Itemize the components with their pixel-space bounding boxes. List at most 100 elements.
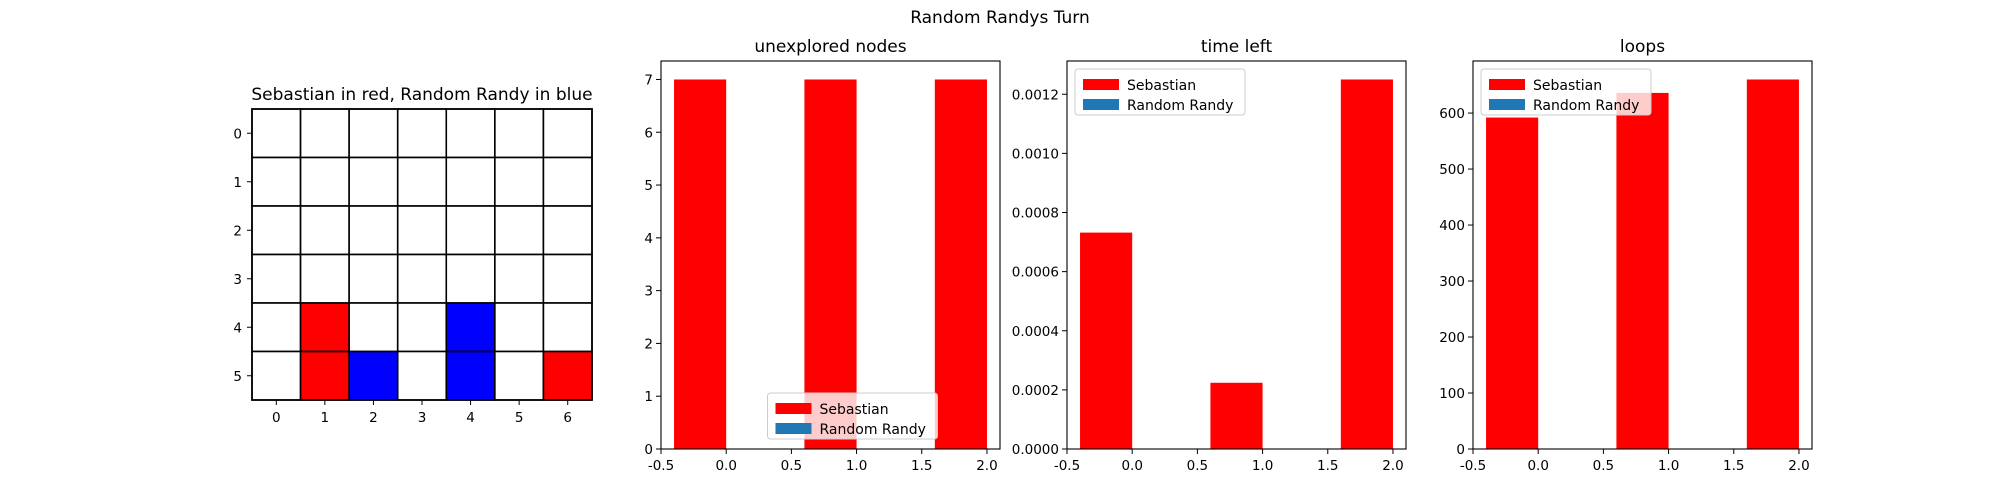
board-cell <box>348 350 399 401</box>
ytick-label: 0.0012 <box>1012 87 1059 103</box>
board-ytick-label: 5 <box>233 369 242 385</box>
bar <box>1210 382 1263 449</box>
legend-label: Sebastian <box>1127 78 1196 94</box>
board-xtick-label: 0 <box>272 410 281 426</box>
xtick-label: 2.0 <box>1788 458 1809 474</box>
board-cell <box>299 205 350 256</box>
board-ytick-label: 4 <box>233 320 242 336</box>
legend-label: Sebastian <box>820 402 889 418</box>
ytick-label: 100 <box>1439 386 1465 402</box>
board-xtick-label: 3 <box>418 410 427 426</box>
bar <box>1616 92 1669 449</box>
board-cell <box>542 350 593 401</box>
board-cell <box>445 350 496 401</box>
board-xtick-label: 4 <box>466 410 475 426</box>
board-cell <box>299 253 350 304</box>
board-cell <box>494 108 545 159</box>
xtick-label: -0.5 <box>1054 458 1080 474</box>
xtick-label: 2.0 <box>976 458 997 474</box>
board-cell <box>251 205 302 256</box>
legend-label: Random Randy <box>1127 98 1233 114</box>
chart-title: unexplored nodes <box>754 37 906 57</box>
board-ytick-label: 3 <box>233 272 242 288</box>
ytick-label: 0.0004 <box>1012 324 1059 340</box>
board-cell <box>542 253 593 304</box>
ytick-label: 0 <box>644 442 653 458</box>
board-ytick-label: 2 <box>233 223 242 239</box>
ytick-label: 0.0000 <box>1012 442 1059 458</box>
legend-label: Sebastian <box>1533 78 1602 94</box>
ytick-label: 3 <box>644 284 653 300</box>
ytick-label: 300 <box>1439 274 1465 290</box>
legend-swatch <box>1489 79 1525 90</box>
ytick-label: 200 <box>1439 330 1465 346</box>
board-cell <box>396 302 448 353</box>
board-cell <box>445 302 496 353</box>
legend-label: Random Randy <box>1533 98 1639 114</box>
legend-swatch <box>775 423 812 434</box>
board-cell <box>348 253 399 304</box>
board-xtick-label: 5 <box>515 410 524 426</box>
xtick-label: 1.0 <box>1252 458 1273 474</box>
board-cell <box>348 108 399 159</box>
board-cell <box>251 302 302 353</box>
board-cell <box>251 108 302 159</box>
board-cell <box>299 350 350 401</box>
xtick-label: 1.5 <box>1317 458 1338 474</box>
board-cell <box>251 156 302 207</box>
board-cell <box>445 108 496 159</box>
ytick-label: 0.0006 <box>1012 265 1059 281</box>
board-cell <box>445 205 496 256</box>
legend-swatch <box>1083 99 1119 110</box>
figure-suptitle: Random Randys Turn <box>910 8 1090 28</box>
xtick-label: 0.0 <box>715 458 736 474</box>
board-xtick-label: 1 <box>321 410 330 426</box>
board-cell <box>396 156 448 207</box>
bar <box>934 79 987 449</box>
board-xtick-label: 6 <box>563 410 572 426</box>
axes-frame <box>1066 60 1407 450</box>
board-cell <box>494 350 545 401</box>
xtick-label: 1.0 <box>846 458 867 474</box>
board-cell <box>251 253 302 304</box>
xtick-label: 0.5 <box>1593 458 1614 474</box>
board-ytick-label: 0 <box>233 126 242 142</box>
xtick-label: 0.0 <box>1121 458 1142 474</box>
bar <box>1080 232 1133 449</box>
ytick-label: 400 <box>1439 218 1465 234</box>
legend-swatch <box>1083 79 1119 90</box>
board-cell <box>251 350 302 401</box>
board-cell <box>542 205 593 256</box>
ytick-label: 1 <box>644 389 653 405</box>
ytick-label: 0.0010 <box>1012 146 1059 162</box>
ytick-label: 4 <box>644 231 653 247</box>
board-cell <box>299 156 350 207</box>
board-cell <box>494 302 545 353</box>
xtick-label: 2.0 <box>1382 458 1403 474</box>
ytick-label: 600 <box>1439 106 1465 122</box>
board-cell <box>445 156 496 207</box>
ytick-label: 2 <box>644 336 653 352</box>
ytick-label: 5 <box>644 178 653 194</box>
chart-title: time left <box>1201 37 1273 57</box>
xtick-label: 0.0 <box>1527 458 1548 474</box>
board-cell <box>542 302 593 353</box>
board-cell <box>348 302 399 353</box>
xtick-label: -0.5 <box>1460 458 1486 474</box>
bar <box>1746 79 1799 449</box>
board-cell <box>396 205 448 256</box>
xtick-label: -0.5 <box>648 458 674 474</box>
bar <box>1340 79 1393 449</box>
legend-label: Random Randy <box>820 422 926 438</box>
board-cell <box>445 253 496 304</box>
board-cell <box>542 108 593 159</box>
board-cell <box>494 253 545 304</box>
board-cell <box>542 156 593 207</box>
board-cell <box>494 205 545 256</box>
board-cell <box>299 108 350 159</box>
ytick-label: 0.0002 <box>1012 383 1059 399</box>
xtick-label: 1.5 <box>1723 458 1744 474</box>
xtick-label: 0.5 <box>1187 458 1208 474</box>
bar <box>1486 117 1539 449</box>
